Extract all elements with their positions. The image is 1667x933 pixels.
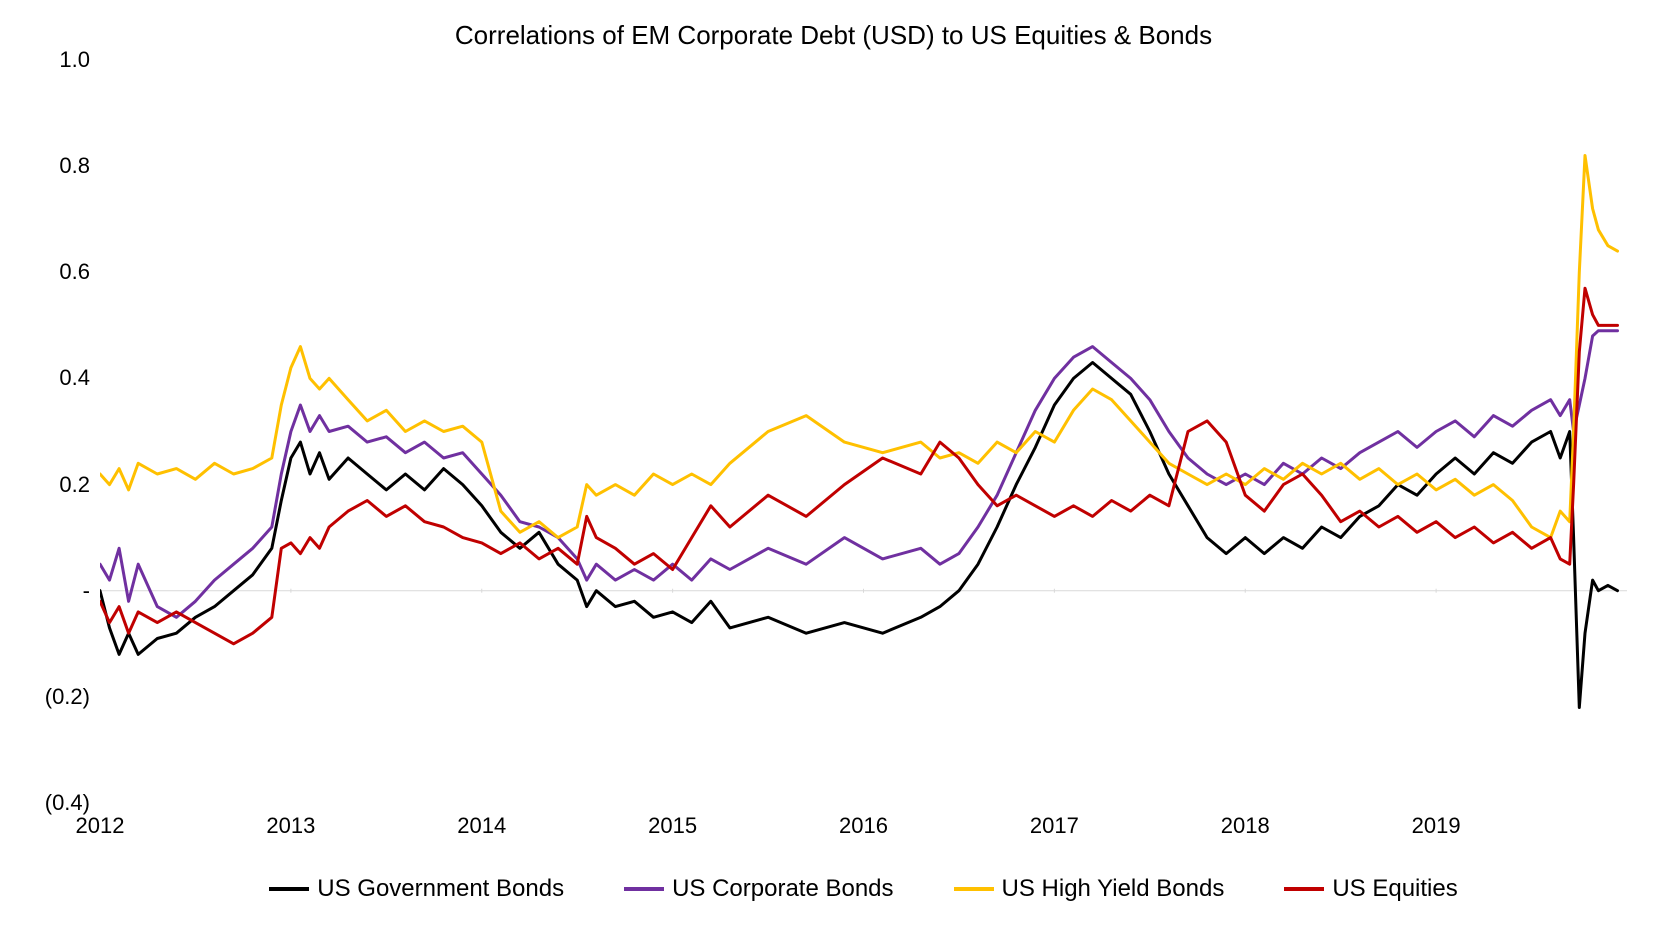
x-tick-label: 2019 [1412, 813, 1461, 839]
legend-item: US Government Bonds [269, 875, 564, 903]
legend-label: US Corporate Bonds [672, 875, 893, 903]
legend-swatch [1284, 887, 1324, 891]
chart-svg [100, 60, 1627, 803]
y-tick-label: 0.8 [20, 153, 90, 179]
legend-item: US Equities [1284, 875, 1457, 903]
x-tick-label: 2014 [457, 813, 506, 839]
y-tick-label: 0.2 [20, 472, 90, 498]
legend-item: US High Yield Bonds [954, 875, 1225, 903]
x-tick-label: 2015 [648, 813, 697, 839]
chart-container: Correlations of EM Corporate Debt (USD) … [20, 20, 1647, 913]
legend-swatch [624, 887, 664, 891]
chart-title: Correlations of EM Corporate Debt (USD) … [20, 20, 1647, 51]
legend: US Government Bonds US Corporate Bonds US … [100, 875, 1627, 903]
y-tick-label: 0.6 [20, 259, 90, 285]
legend-swatch [269, 887, 309, 891]
y-tick-label: (0.2) [20, 684, 90, 710]
legend-item: US Corporate Bonds [624, 875, 893, 903]
x-tick-label: 2016 [839, 813, 888, 839]
x-tick-label: 2013 [266, 813, 315, 839]
y-tick-label: 0.4 [20, 365, 90, 391]
legend-label: US Government Bonds [317, 875, 564, 903]
x-tick-label: 2018 [1221, 813, 1270, 839]
legend-swatch [954, 887, 994, 891]
plot-area: (0.4)(0.2)-0.20.40.60.81.020122013201420… [100, 60, 1627, 803]
x-tick-label: 2012 [76, 813, 125, 839]
legend-label: US High Yield Bonds [1002, 875, 1225, 903]
legend-label: US Equities [1332, 875, 1457, 903]
y-tick-label: 1.0 [20, 47, 90, 73]
y-tick-label: - [20, 578, 90, 604]
x-tick-label: 2017 [1030, 813, 1079, 839]
